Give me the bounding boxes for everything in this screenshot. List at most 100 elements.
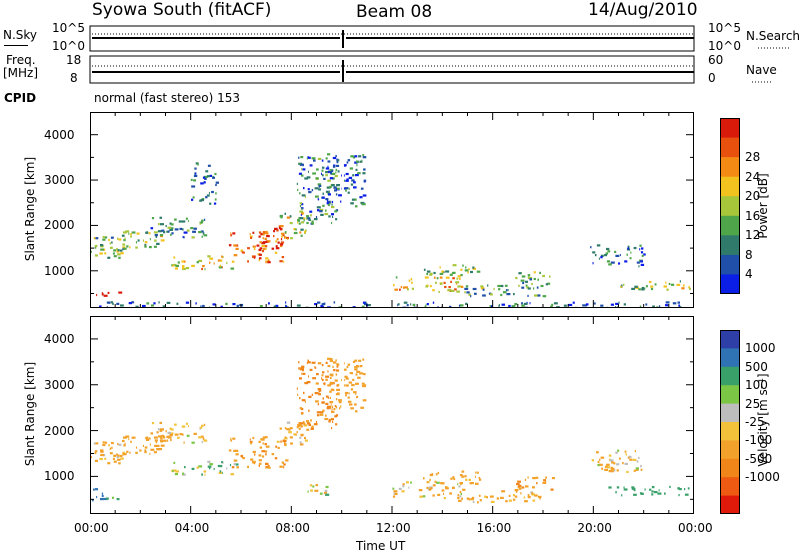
heatmap-cell (462, 488, 466, 491)
heatmap-cell (112, 457, 115, 460)
heatmap-cell (267, 259, 270, 262)
heatmap-cell (461, 497, 463, 500)
heatmap-cell (623, 283, 625, 286)
heatmap-cell (295, 228, 297, 231)
heatmap-cell (362, 399, 367, 402)
heatmap-cell (604, 465, 608, 468)
heatmap-cell (335, 373, 338, 376)
heatmap-cell (334, 379, 338, 382)
heatmap-cell (191, 467, 195, 470)
heatmap-cell (137, 239, 140, 242)
heatmap-cell (493, 287, 495, 291)
heatmap-cell (620, 284, 623, 287)
heatmap-cell (335, 423, 338, 426)
heatmap-cell (411, 281, 413, 284)
heatmap-cell (183, 236, 185, 239)
heatmap-cell (402, 483, 405, 486)
heatmap-cell (122, 243, 126, 246)
velocity-colorbar-label: Velocity [m s⁻¹] (756, 373, 770, 467)
heatmap-cell (459, 304, 464, 307)
heatmap-cell (599, 463, 603, 466)
heatmap-cell (284, 427, 287, 430)
velocity-ytick-4000: 4000 (44, 331, 75, 346)
heatmap-cell (665, 281, 667, 284)
heatmap-cell (174, 423, 177, 426)
heatmap-cell (203, 234, 208, 237)
heatmap-cell (301, 194, 306, 197)
heatmap-cell (629, 458, 633, 461)
heatmap-cell (126, 450, 129, 453)
heatmap-cell (677, 487, 680, 490)
heatmap-cell (207, 460, 211, 463)
heatmap-cell (101, 292, 104, 295)
heatmap-region (150, 421, 208, 444)
heatmap-cell (669, 485, 671, 488)
heatmap-cell (160, 223, 164, 226)
heatmap-cell (644, 488, 646, 491)
nsearch-tick-high: 10^5 (708, 21, 741, 35)
heatmap-cell (289, 436, 293, 439)
heatmap-cell (297, 188, 299, 192)
heatmap-cell (209, 174, 212, 177)
heatmap-cell (322, 305, 324, 308)
heatmap-cell (332, 365, 334, 368)
colorbar-segment (720, 495, 740, 514)
heatmap-cell (663, 285, 667, 288)
heatmap-cell (507, 288, 509, 292)
heatmap-cell (148, 246, 152, 249)
heatmap-cell (144, 241, 148, 244)
heatmap-region (590, 244, 646, 268)
heatmap-cell (335, 164, 340, 167)
heatmap-cell (267, 466, 271, 469)
heatmap-cell (407, 288, 409, 291)
heatmap-cell (542, 274, 545, 278)
heatmap-cell (310, 489, 313, 492)
heatmap-cell (394, 288, 398, 291)
heatmap-cell (262, 436, 266, 439)
heatmap-cell (258, 464, 260, 467)
heatmap-cell (279, 427, 282, 430)
heatmap-cell (156, 444, 160, 447)
heatmap-cell (157, 230, 162, 233)
heatmap-cell (665, 304, 669, 307)
heatmap-cell (279, 243, 284, 246)
heatmap-cell (203, 423, 206, 426)
heatmap-cell (436, 481, 440, 484)
heatmap-cell (506, 293, 511, 296)
heatmap-cell (175, 470, 179, 473)
heatmap-cell (301, 203, 304, 206)
heatmap-cell (437, 493, 441, 496)
heatmap-cell (334, 210, 338, 213)
heatmap-cell (631, 486, 635, 489)
heatmap-cell (284, 441, 286, 444)
heatmap-cell (353, 181, 356, 184)
heatmap-cell (678, 304, 681, 307)
heatmap-cell (321, 378, 324, 381)
heatmap-cell (613, 469, 616, 472)
heatmap-cell (182, 472, 185, 475)
heatmap-cell (172, 470, 174, 473)
heatmap-cell (154, 234, 158, 237)
heatmap-cell (200, 199, 204, 202)
heatmap-cell (490, 305, 493, 308)
heatmap-cell (170, 227, 174, 230)
heatmap-cell (352, 156, 356, 159)
heatmap-cell (96, 496, 98, 499)
heatmap-cell (100, 453, 104, 457)
heatmap-cell (508, 304, 511, 308)
heatmap-cell (298, 377, 302, 380)
heatmap-cell (90, 250, 92, 253)
heatmap-cell (230, 439, 233, 442)
heatmap-cell (429, 478, 431, 481)
heatmap-cell (211, 190, 214, 194)
heatmap-cell (651, 493, 654, 496)
heatmap-cell (429, 285, 432, 288)
heatmap-cell (642, 286, 645, 290)
heatmap-cell (300, 163, 304, 166)
heatmap-cell (355, 160, 359, 163)
heatmap-cell (303, 391, 305, 394)
heatmap-cell (311, 220, 314, 223)
heatmap-cell (520, 272, 522, 275)
heatmap-cell (183, 441, 185, 444)
heatmap-cell (167, 431, 171, 434)
